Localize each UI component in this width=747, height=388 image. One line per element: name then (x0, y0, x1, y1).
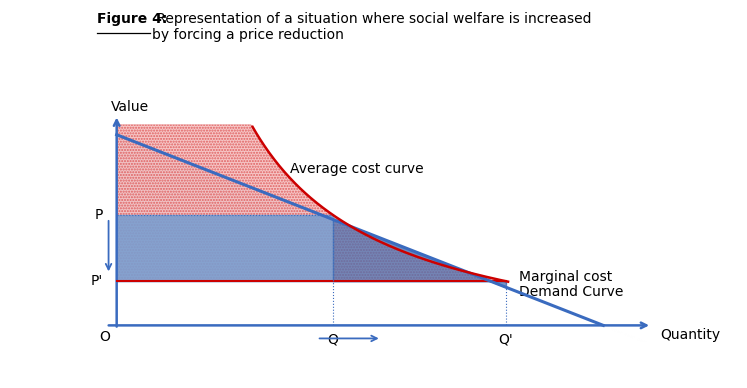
Text: Average cost curve: Average cost curve (290, 162, 424, 176)
Text: Value: Value (111, 100, 149, 114)
Text: Q: Q (327, 333, 338, 346)
Text: Demand Curve: Demand Curve (519, 285, 624, 299)
Text: O: O (99, 331, 111, 345)
Text: Marginal cost: Marginal cost (519, 270, 613, 284)
Text: Representation of a situation where social welfare is increased
by forcing a pri: Representation of a situation where soci… (152, 12, 591, 42)
Text: Q': Q' (498, 333, 513, 346)
Text: Quantity: Quantity (660, 328, 720, 342)
Text: Figure 4:: Figure 4: (97, 12, 167, 26)
Text: P: P (95, 208, 103, 222)
Text: P': P' (91, 274, 103, 288)
